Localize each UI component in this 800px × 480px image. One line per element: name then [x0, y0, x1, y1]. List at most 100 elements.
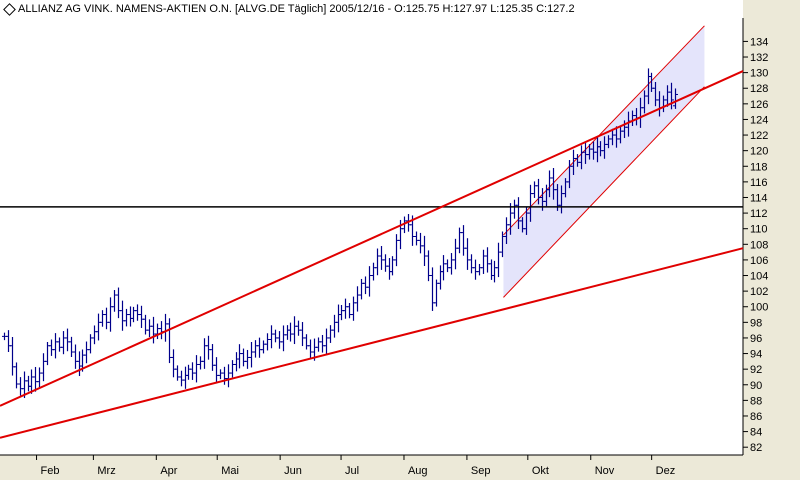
ohlc-bar — [186, 364, 191, 380]
ohlc-bar — [481, 249, 486, 274]
ohlc-bar — [308, 339, 313, 359]
ohlc-bar — [159, 321, 164, 340]
ohlc-bar — [135, 304, 140, 321]
x-tick-label: Aug — [408, 465, 428, 477]
y-tick-label: 102 — [750, 286, 768, 298]
y-tick-label: 104 — [750, 271, 768, 283]
ohlc-bar — [108, 297, 113, 332]
ohlc-bar — [171, 349, 176, 378]
ohlc-bar — [92, 325, 97, 345]
y-tick-label: 84 — [750, 427, 762, 439]
x-tick-label: Apr — [160, 465, 177, 477]
y-tick-label: 96 — [750, 333, 762, 345]
ohlc-bar — [449, 253, 454, 275]
y-tick-label: 100 — [750, 302, 768, 314]
y-tick-label: 94 — [750, 349, 762, 361]
ohlc-bar — [88, 334, 93, 354]
ohlc-bar — [438, 265, 443, 290]
ohlc-bar — [387, 258, 392, 280]
y-tick-label: 86 — [750, 411, 762, 423]
ohlc-bar — [394, 234, 399, 267]
ohlc-bar — [257, 337, 262, 358]
ohlc-bar — [112, 290, 117, 312]
ohlc-bar — [214, 357, 219, 384]
ohlc-bar — [418, 232, 423, 254]
ohlc-bar — [363, 276, 368, 295]
ohlc-bar — [18, 377, 23, 396]
x-tick-label: Dez — [656, 465, 676, 477]
ohlc-bar — [277, 331, 282, 349]
ohlc-bar — [139, 305, 144, 328]
ohlc-bar — [206, 335, 211, 360]
y-tick-label: 118 — [750, 161, 768, 173]
y-tick-label: 128 — [750, 83, 768, 95]
x-axis-panel — [0, 455, 800, 480]
ohlc-bar — [175, 365, 180, 381]
ohlc-bar — [492, 260, 497, 283]
y-tick-label: 98 — [750, 317, 762, 329]
ohlc-bar — [367, 266, 372, 297]
ohlc-bar — [332, 314, 337, 338]
ohlc-bar — [383, 254, 388, 272]
ohlc-bar — [218, 369, 223, 380]
x-tick-label: Feb — [41, 465, 60, 477]
y-tick-label: 90 — [750, 380, 762, 392]
ohlc-bar — [49, 339, 54, 356]
ohlc-bar — [65, 328, 70, 352]
ohlc-bar — [485, 247, 490, 273]
ohlc-bar — [96, 313, 101, 341]
ohlc-bar — [304, 334, 309, 350]
ohlc-bar — [73, 344, 78, 369]
ohlc-bar — [285, 325, 290, 340]
ohlc-bar — [33, 366, 38, 392]
ohlc-bar — [673, 88, 678, 109]
ohlc-bar — [375, 248, 380, 276]
ohlc-bar — [194, 355, 199, 383]
y-tick-label: 124 — [750, 114, 768, 126]
x-tick-label: Mrz — [97, 465, 115, 477]
x-tick-label: Jul — [345, 465, 359, 477]
ohlc-bar — [183, 366, 188, 389]
x-tick-label: Jun — [284, 465, 302, 477]
ohlc-bar — [61, 331, 66, 355]
ohlc-bar — [37, 367, 42, 388]
ohlc-bar — [10, 337, 15, 376]
y-tick-label: 126 — [750, 99, 768, 111]
x-tick-label: Nov — [595, 465, 615, 477]
ohlc-bar — [104, 307, 109, 330]
ohlc-bar — [222, 366, 227, 385]
ohlc-bar — [245, 349, 250, 369]
ohlc-bar — [347, 302, 352, 319]
ohlc-bar — [324, 328, 329, 356]
ohlc-bar — [198, 356, 203, 370]
ohlc-bar — [379, 246, 384, 270]
ohlc-bar — [390, 256, 395, 276]
chart-title: ALLIANZ AG VINK. NAMENS-AKTIEN O.N. [ALV… — [18, 3, 575, 15]
ohlc-bar — [147, 319, 152, 338]
ohlc-bar — [461, 225, 466, 256]
y-tick-label: 82 — [750, 442, 762, 454]
channel-upper-line — [503, 25, 705, 236]
y-axis-panel — [743, 0, 800, 480]
ohlc-bar — [296, 320, 301, 336]
ohlc-bar — [41, 353, 46, 382]
ohlc-bar — [343, 298, 348, 319]
ohlc-bar — [300, 322, 305, 347]
ohlc-bar — [371, 262, 376, 281]
ohlc-bar — [292, 316, 297, 345]
ohlc-bar — [477, 263, 482, 276]
ohlc-bar — [167, 318, 172, 364]
ohlc-bar — [128, 306, 133, 327]
ohlc-bar — [496, 242, 501, 278]
ohlc-bar — [26, 375, 31, 392]
ohlc-bar — [230, 360, 235, 378]
ohlc-bar — [143, 314, 148, 335]
ohlc-bar — [359, 278, 364, 300]
ohlc-bar — [453, 238, 458, 270]
ohlc-bar — [351, 296, 356, 321]
y-tick-label: 134 — [750, 36, 768, 48]
ohlc-bar — [100, 310, 105, 327]
ohlc-bar — [151, 316, 156, 344]
